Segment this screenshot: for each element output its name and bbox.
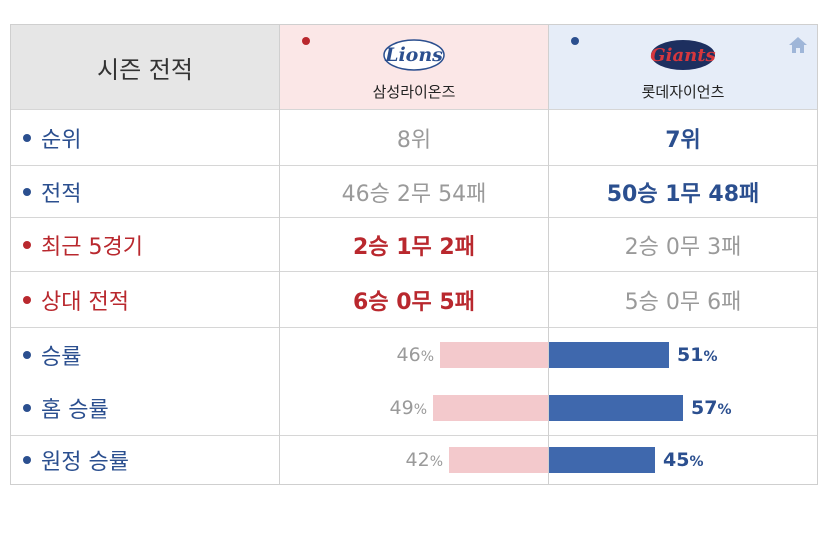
bullet-icon <box>23 187 31 196</box>
recent5-away-value: 2승 0무 3패 <box>624 234 742 260</box>
row-label-text: 전적 <box>41 181 82 207</box>
row-label-text: 원정 승률 <box>41 450 129 475</box>
home_win_rate-home-bar <box>433 395 548 421</box>
win_rate-away-bar <box>549 342 669 368</box>
season-record-title: 시즌 전적 <box>11 25 279 109</box>
row-record: 전적 46승 2무 54패 50승 1무 48패 <box>11 165 817 217</box>
row-recent5: 최근 5경기 2승 1무 2패 2승 0무 3패 <box>11 217 817 271</box>
win_rate-home-pct: 46% <box>396 344 435 366</box>
header-row: 시즌 전적 Lions 삼성라이온즈 Giants 롯데자이언츠 <box>11 25 817 109</box>
team-name-home: 삼성라이온즈 <box>372 83 456 101</box>
row-label-text: 순위 <box>41 127 82 153</box>
away_win_rate-home-bar <box>449 447 548 473</box>
row-label-text: 홈 승률 <box>41 398 109 423</box>
row-win-rate: 승률 46% 51% <box>11 327 817 381</box>
home-icon <box>789 37 807 53</box>
row-label: 상대 전적 <box>11 272 279 327</box>
bullet-icon <box>23 133 31 142</box>
row-label-text: 승률 <box>41 344 82 370</box>
team-color-dot <box>302 37 310 45</box>
row-h2h: 상대 전적 6승 0무 5패 5승 0무 6패 <box>11 271 817 327</box>
lions-logo: Lions <box>383 39 445 71</box>
record-home-value: 46승 2무 54패 <box>341 181 487 207</box>
row-label: 홈 승률 <box>11 381 279 435</box>
row-rank: 순위 8위 7위 <box>11 109 817 165</box>
record-away-value: 50승 1무 48패 <box>606 181 760 207</box>
season-record-table: 시즌 전적 Lions 삼성라이온즈 Giants 롯데자이언츠 순위 8위 7… <box>10 24 818 485</box>
away_win_rate-away-bar <box>549 447 655 473</box>
win_rate-home-bar <box>440 342 548 368</box>
row-label: 전적 <box>11 166 279 217</box>
home_win_rate-away-bar <box>549 395 683 421</box>
team-lotte[interactable]: Giants 롯데자이언츠 <box>549 25 817 109</box>
rank-home-value: 8위 <box>396 127 432 153</box>
team-name-away: 롯데자이언츠 <box>641 83 725 101</box>
column-divider <box>548 25 549 484</box>
away_win_rate-away-pct: 45% <box>663 449 704 471</box>
svg-text:Giants: Giants <box>650 45 715 66</box>
bullet-icon <box>23 295 31 304</box>
win_rate-away-pct: 51% <box>677 344 718 366</box>
row-label-text: 최근 5경기 <box>41 234 143 260</box>
bullet-icon <box>23 456 31 464</box>
row-away-win-rate: 원정 승률 42% 45% <box>11 435 817 484</box>
row-home-win-rate: 홈 승률 49% 57% <box>11 381 817 435</box>
h2h-home-value: 6승 0무 5패 <box>353 289 475 315</box>
h2h-away-value: 5승 0무 6패 <box>624 289 742 315</box>
row-label-text: 상대 전적 <box>41 289 129 315</box>
row-label: 원정 승률 <box>11 436 279 484</box>
home_win_rate-away-pct: 57% <box>691 397 732 419</box>
giants-logo: Giants <box>650 40 716 70</box>
home_win_rate-home-pct: 49% <box>389 397 428 419</box>
rank-away-value: 7위 <box>665 127 701 153</box>
row-label: 승률 <box>11 328 279 381</box>
bullet-icon <box>23 240 31 249</box>
bullet-icon <box>23 350 31 359</box>
team-color-dot <box>571 37 579 45</box>
recent5-home-value: 2승 1무 2패 <box>353 234 475 260</box>
svg-text:Lions: Lions <box>384 44 443 66</box>
row-label: 순위 <box>11 110 279 165</box>
row-label: 최근 5경기 <box>11 218 279 271</box>
team-samsung[interactable]: Lions 삼성라이온즈 <box>280 25 548 109</box>
bullet-icon <box>23 404 31 412</box>
away_win_rate-home-pct: 42% <box>405 449 444 471</box>
column-divider <box>279 25 280 484</box>
